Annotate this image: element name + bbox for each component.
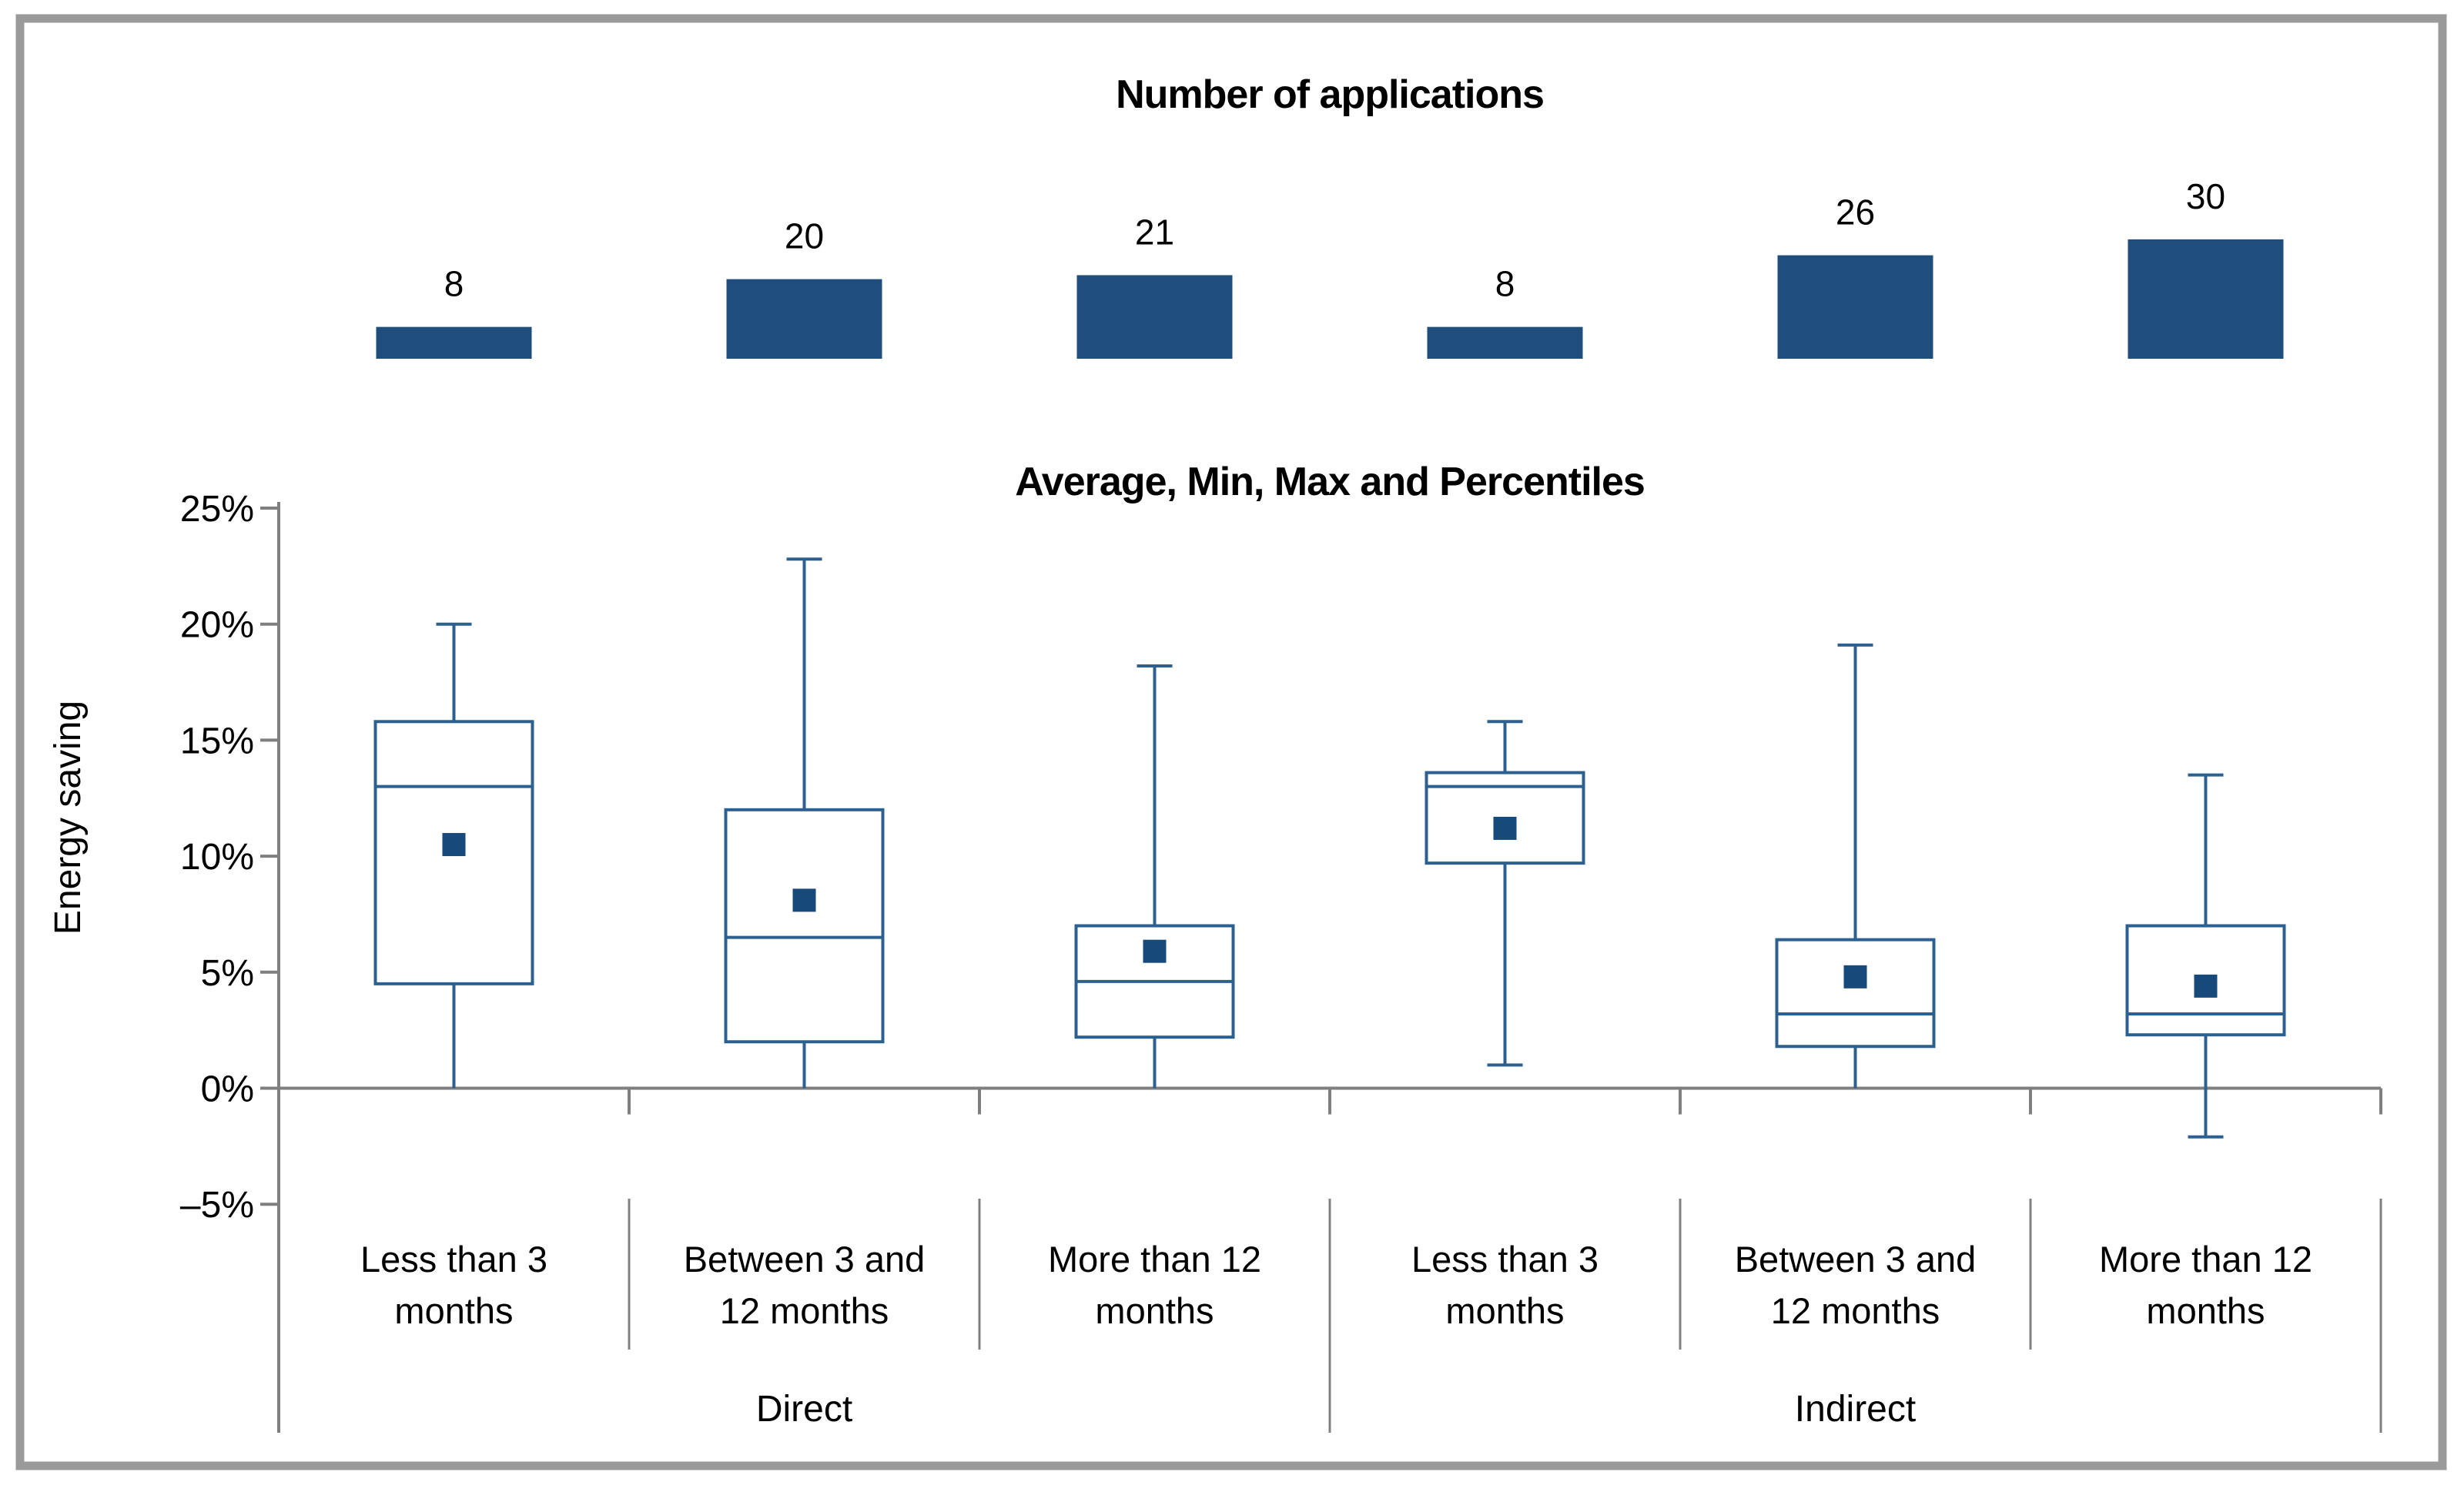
bar-4 [1777,255,1933,359]
category-label-0-line1: Less than 3 [360,1239,547,1280]
group-label-indirect: Indirect [1795,1389,1916,1430]
category-label-3-line1: Less than 3 [1411,1239,1599,1280]
bar-data-labels: 8 20 21 8 26 30 [444,176,2225,304]
y-tick-label-2: 15% [180,721,254,761]
boxplot-2 [1074,664,1235,1089]
bar-value-label-5: 30 [2186,176,2225,216]
box-mean-marker [792,888,816,912]
category-labels: Less than 3 months Between 3 and 12 months M… [360,1239,2312,1430]
y-tick-label-6: –5% [180,1185,254,1226]
boxplot-4 [1775,643,1936,1089]
bar-2 [1076,275,1233,359]
category-label-0-line2: months [394,1290,513,1331]
bar-value-label-4: 26 [1836,192,1875,232]
category-label-5-line2: months [2146,1290,2265,1331]
bar-value-label-2: 21 [1135,212,1174,252]
box-mean-marker [442,833,466,857]
y-tick-label-4: 5% [201,953,254,994]
boxplot-1 [724,557,885,1089]
box-mean-marker [2194,974,2218,998]
category-label-4-line2: 12 months [1771,1290,1940,1331]
bar-0 [376,326,532,359]
category-label-2-line2: months [1095,1290,1214,1331]
category-label-5-line1: More than 12 [2099,1239,2312,1280]
y-tick-label-1: 20% [180,605,254,646]
box-mean-marker [1493,816,1517,840]
bar-series [376,239,2284,359]
y-tick-label-3: 10% [180,837,254,878]
boxplot-0 [373,622,534,1089]
outer-frame [15,14,2447,1470]
x-axis [279,1086,2382,1433]
box-iqr-rect [724,808,885,1044]
y-tick-label-0: 25% [180,489,254,530]
box-mean-marker [1143,939,1167,963]
bar-5 [2128,239,2284,359]
y-axis: 25% 20% 15% 10% 5% 0% –5% [180,489,280,1433]
bar-1 [726,279,882,359]
bar-value-label-1: 20 [785,216,824,256]
category-label-4-line1: Between 3 and [1735,1239,1977,1280]
y-tick-label-5: 0% [201,1069,254,1110]
category-label-3-line2: months [1445,1290,1564,1331]
boxplot-3 [1424,720,1585,1067]
boxplot-5 [2125,773,2286,1139]
box-series [373,557,2286,1139]
category-label-1-line1: Between 3 and [684,1239,926,1280]
group-label-direct: Direct [756,1389,852,1430]
category-label-1-line2: 12 months [720,1290,889,1331]
bar-chart-title: Number of applications [1116,72,1544,117]
box-chart-title: Average, Min, Max and Percentiles [1015,460,1645,504]
box-iqr-rect [1775,938,1936,1049]
y-axis-title: Energy saving [48,701,89,935]
bar-value-label-3: 8 [1495,264,1515,304]
category-label-2-line1: More than 12 [1048,1239,1261,1280]
bar-3 [1427,326,1583,359]
box-mean-marker [1843,965,1867,989]
bar-value-label-0: 8 [444,264,464,304]
